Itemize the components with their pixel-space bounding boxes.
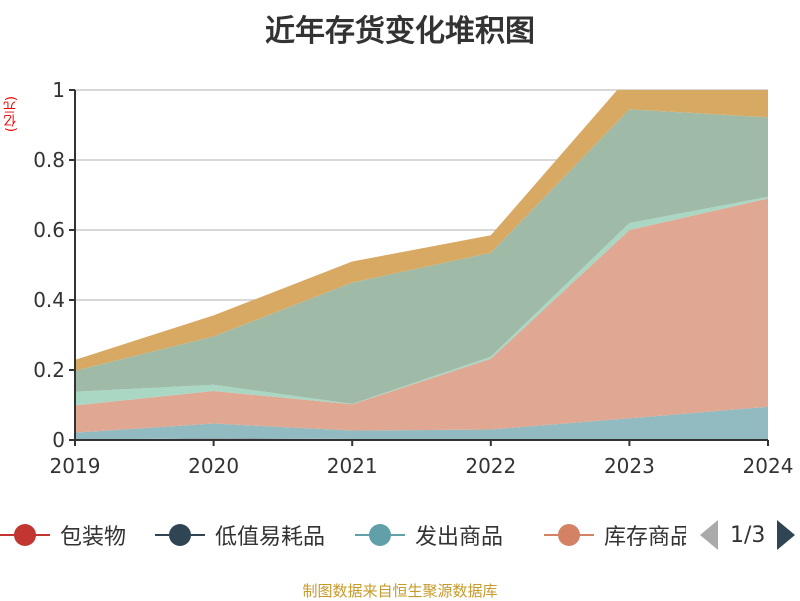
y-tick-label: 0.2 (33, 358, 65, 382)
legend-item[interactable]: 低值易耗品 (155, 518, 325, 552)
area-series-3 (75, 406, 768, 440)
legend-label: 库存商品 (604, 525, 686, 550)
legend-item[interactable]: 发出商品 (355, 518, 503, 552)
chart-title: 近年存货变化堆积图 (265, 14, 535, 49)
x-tick-label: 2022 (465, 454, 516, 478)
legend-marker-icon (355, 523, 405, 547)
data-source-note: 制图数据来自恒生聚源数据库 (302, 582, 498, 600)
legend-label: 低值易耗品 (215, 525, 326, 550)
legend-marker-icon (544, 523, 594, 547)
legend-pager: 1/3 (700, 518, 796, 552)
y-tick-label: 0 (52, 428, 65, 452)
y-tick-label: 0.4 (33, 288, 65, 312)
legend-prev-page-icon[interactable] (700, 520, 718, 550)
legend-marker-icon (0, 523, 50, 547)
legend-next-page-icon[interactable] (777, 520, 796, 550)
legend: 包装物 低值易耗品 发出商品 库存商品 (0, 518, 686, 552)
x-tick-label: 2019 (50, 454, 101, 478)
legend-marker-icon (155, 523, 205, 547)
y-tick-label: 0.8 (33, 148, 65, 172)
legend-item[interactable]: 包装物 (0, 518, 126, 552)
x-tick-label: 2023 (604, 454, 655, 478)
area-series-7 (75, 90, 768, 371)
area-series-6 (75, 109, 768, 404)
y-tick-label: 1 (52, 78, 65, 102)
area-series-4 (75, 198, 768, 433)
y-tick-label: 0.6 (33, 218, 65, 242)
legend-page-indicator: 1/3 (730, 522, 766, 548)
x-tick-label: 2021 (327, 454, 378, 478)
x-tick-label: 2024 (743, 454, 794, 478)
x-tick-label: 2020 (188, 454, 239, 478)
legend-item[interactable]: 库存商品 (544, 518, 686, 552)
legend-label: 发出商品 (415, 525, 504, 550)
legend-label: 包装物 (60, 525, 127, 550)
